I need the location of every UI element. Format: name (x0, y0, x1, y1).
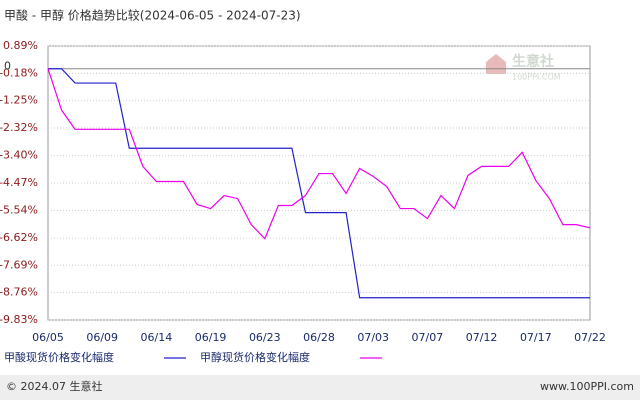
x-tick-label: 06/19 (195, 331, 227, 344)
y-tick-label: -6.62% (0, 231, 38, 244)
x-tick-label: 07/12 (466, 331, 498, 344)
series-line (47, 68, 591, 240)
y-tick-label: -3.40% (0, 149, 38, 162)
x-tick-label: 07/22 (574, 331, 606, 344)
series-line (48, 68, 590, 299)
y-tick-label: 0.89% (3, 39, 38, 52)
y-tick-label: -9.83% (0, 313, 38, 326)
y-tick-label: -1.25% (0, 94, 38, 107)
footer-right: www.100PPI.com (540, 380, 634, 393)
y-tick-label: -0.18% (0, 66, 38, 79)
x-tick-label: 06/14 (141, 331, 173, 344)
watermark-sub: 100PPI.COM (512, 73, 561, 82)
x-tick-label: 06/23 (249, 331, 281, 344)
x-tick-label: 07/03 (357, 331, 389, 344)
x-tick-label: 06/28 (303, 331, 335, 344)
y-tick-label: -8.76% (0, 286, 38, 299)
x-tick-label: 07/07 (412, 331, 444, 344)
footer-bar (0, 375, 640, 400)
y-tick-label: -5.54% (0, 203, 38, 216)
footer-left: © 2024.07 生意社 (6, 379, 102, 393)
y-tick-label: -7.69% (0, 258, 38, 271)
x-tick-label: 06/05 (32, 331, 64, 344)
legend-label: 甲酸现货价格变化幅度 (4, 350, 114, 364)
y-tick-label: -2.32% (0, 121, 38, 134)
zero-label: 0 (4, 60, 11, 73)
legend-label: 甲醇现货价格变化幅度 (200, 350, 310, 364)
watermark: 生意社 (512, 53, 554, 70)
x-tick-label: 07/17 (520, 331, 552, 344)
y-tick-label: -4.47% (0, 176, 38, 189)
chart-title: 甲酸 - 甲醇 价格趋势比较(2024-06-05 - 2024-07-23) (4, 8, 301, 23)
x-tick-label: 06/09 (86, 331, 118, 344)
